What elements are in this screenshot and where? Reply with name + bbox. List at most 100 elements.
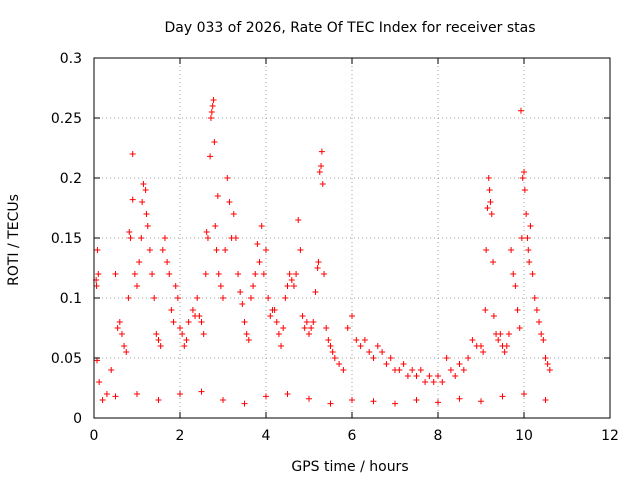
data-point bbox=[299, 313, 306, 319]
data-point bbox=[212, 223, 219, 229]
data-point bbox=[536, 319, 543, 325]
data-point bbox=[116, 319, 123, 325]
data-point bbox=[540, 337, 547, 343]
data-point bbox=[366, 349, 373, 355]
data-point bbox=[209, 103, 216, 109]
data-point bbox=[531, 295, 538, 301]
data-point bbox=[422, 379, 429, 385]
data-point bbox=[329, 349, 336, 355]
data-point bbox=[488, 211, 495, 217]
data-point bbox=[523, 211, 530, 217]
data-point bbox=[267, 313, 274, 319]
data-point bbox=[519, 175, 526, 181]
data-point bbox=[293, 271, 300, 277]
data-point bbox=[349, 313, 355, 319]
data-point bbox=[525, 247, 532, 253]
data-point bbox=[490, 313, 497, 319]
x-tick-label: 8 bbox=[434, 428, 443, 444]
data-point bbox=[207, 153, 214, 160]
data-point bbox=[430, 379, 437, 385]
data-point bbox=[501, 349, 508, 355]
data-point bbox=[404, 373, 411, 379]
data-point bbox=[235, 271, 242, 277]
data-point bbox=[237, 289, 244, 295]
data-point bbox=[478, 343, 484, 349]
data-point bbox=[226, 199, 233, 205]
data-point bbox=[129, 196, 136, 203]
x-tick-label: 2 bbox=[176, 428, 185, 444]
x-tick-label: 12 bbox=[601, 428, 619, 444]
data-point bbox=[177, 325, 183, 331]
data-point bbox=[134, 391, 140, 397]
data-point bbox=[241, 319, 248, 325]
data-point bbox=[143, 211, 150, 217]
data-point bbox=[112, 393, 119, 400]
data-point bbox=[220, 295, 226, 301]
data-point bbox=[327, 343, 334, 349]
data-point bbox=[203, 229, 210, 235]
y-tick-label: 0 bbox=[73, 411, 82, 427]
ticks-layer: 0 2 4 6 8 10 12 0 0.05 0.1 0.15 0.2 0.25 0.3 bbox=[51, 51, 619, 444]
data-point bbox=[123, 349, 130, 355]
data-point bbox=[303, 319, 310, 325]
data-point bbox=[361, 337, 368, 343]
data-point bbox=[413, 397, 420, 403]
data-point bbox=[151, 295, 158, 301]
data-point bbox=[325, 337, 332, 343]
data-point bbox=[204, 235, 211, 241]
data-point bbox=[495, 337, 502, 343]
data-point bbox=[271, 307, 278, 313]
data-point bbox=[166, 271, 173, 277]
data-point bbox=[265, 295, 272, 301]
data-point bbox=[196, 313, 203, 319]
data-point bbox=[275, 331, 282, 337]
data-point bbox=[198, 388, 205, 395]
data-point bbox=[127, 235, 134, 241]
y-tick-label: 0.1 bbox=[60, 291, 82, 307]
data-point bbox=[134, 283, 140, 289]
data-point bbox=[159, 247, 166, 253]
data-point bbox=[232, 235, 239, 241]
data-point bbox=[318, 148, 325, 155]
data-point bbox=[512, 283, 519, 289]
data-point bbox=[323, 325, 330, 331]
data-point bbox=[483, 247, 490, 253]
data-point bbox=[136, 259, 143, 265]
data-point bbox=[256, 259, 263, 265]
data-point bbox=[273, 319, 280, 325]
data-point bbox=[485, 175, 492, 181]
data-point bbox=[516, 325, 523, 331]
data-point bbox=[247, 295, 254, 301]
data-point bbox=[153, 331, 160, 337]
data-point bbox=[447, 367, 454, 373]
data-point bbox=[499, 393, 506, 400]
data-point bbox=[215, 271, 222, 277]
data-point bbox=[118, 331, 125, 337]
data-point bbox=[527, 223, 534, 229]
data-point bbox=[315, 259, 322, 265]
data-point bbox=[170, 319, 177, 325]
y-axis-label: ROTI / TECUs bbox=[6, 194, 22, 286]
data-point bbox=[149, 271, 156, 277]
data-point bbox=[480, 349, 487, 355]
data-point bbox=[280, 325, 287, 331]
data-point bbox=[312, 289, 319, 295]
data-point bbox=[508, 247, 515, 253]
data-point bbox=[349, 397, 355, 403]
data-point bbox=[284, 283, 291, 289]
data-point bbox=[392, 400, 398, 407]
data-point bbox=[181, 343, 188, 349]
data-point bbox=[241, 400, 248, 407]
data-point bbox=[278, 343, 285, 349]
data-point bbox=[443, 355, 450, 361]
data-point bbox=[542, 355, 549, 361]
data-point bbox=[521, 391, 527, 397]
data-point bbox=[263, 393, 269, 400]
data-point bbox=[155, 337, 162, 343]
data-point bbox=[370, 398, 377, 405]
data-point bbox=[144, 223, 151, 229]
data-point bbox=[497, 331, 504, 337]
data-point bbox=[353, 337, 360, 343]
y-tick-label: 0.05 bbox=[51, 351, 82, 367]
